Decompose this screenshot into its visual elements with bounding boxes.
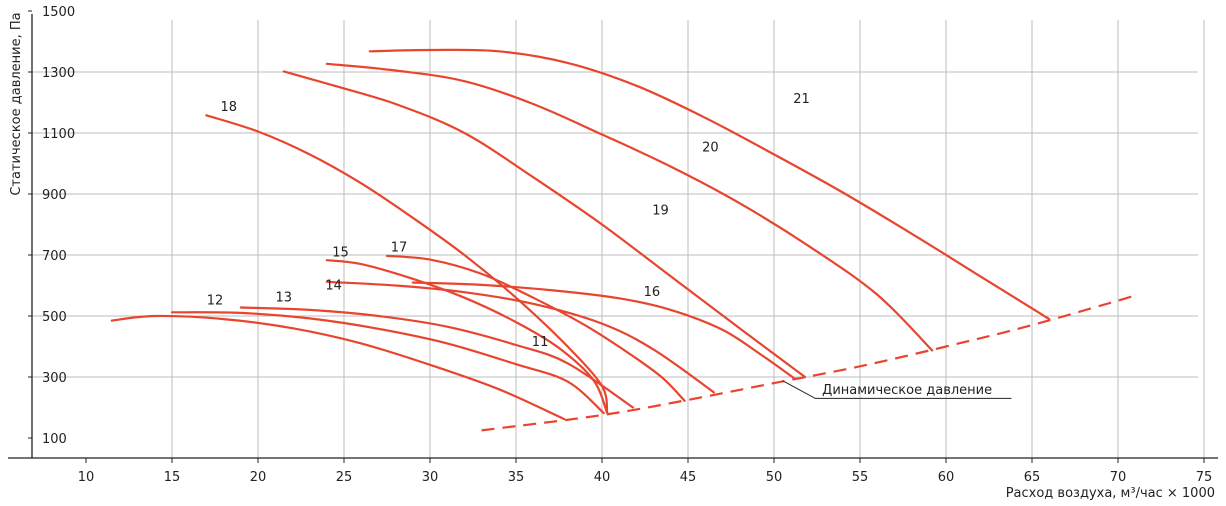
fan-curve-18 xyxy=(205,114,609,415)
y-tick-label: 900 xyxy=(42,188,67,203)
curve-label-17: 17 xyxy=(391,240,408,255)
x-tick-label: 35 xyxy=(508,470,525,485)
curve-label-14: 14 xyxy=(325,278,342,293)
x-tick-label: 40 xyxy=(594,470,611,485)
y-tick-label: 100 xyxy=(42,432,67,447)
x-tick-label: 75 xyxy=(1196,470,1213,485)
dynamic-pressure-label: Динамическое давление xyxy=(822,383,992,398)
x-tick-label: 50 xyxy=(766,470,783,485)
curve-label-18: 18 xyxy=(220,100,237,115)
y-tick-label: 700 xyxy=(42,249,67,264)
curve-label-13: 13 xyxy=(276,291,293,306)
y-tick-labels: 100 300 500 700 900 1100 1300 1500 xyxy=(28,5,75,447)
fan-curve-20 xyxy=(325,62,934,352)
x-tick-label: 70 xyxy=(1110,470,1127,485)
y-axis-title: Статическое давление, Па xyxy=(9,12,24,195)
x-tick-label: 20 xyxy=(250,470,267,485)
fan-curve-17 xyxy=(385,254,686,402)
dynamic-pressure-group: Динамическое давление xyxy=(481,293,1139,432)
y-tick-label: 1100 xyxy=(42,127,75,142)
horizontal-gridlines xyxy=(32,71,1198,378)
curve-label-16: 16 xyxy=(644,285,661,300)
x-tick-label: 60 xyxy=(938,470,955,485)
fan-curve-14 xyxy=(325,280,715,394)
x-tick-label: 25 xyxy=(336,470,353,485)
curve-label-12: 12 xyxy=(207,294,224,309)
fan-curve-13 xyxy=(239,306,635,409)
fan-curve-15 xyxy=(325,259,609,415)
fan-curve-19 xyxy=(282,70,807,379)
curve-label-15: 15 xyxy=(332,246,349,261)
x-tick-label: 65 xyxy=(1024,470,1041,485)
x-tick-label: 55 xyxy=(852,470,869,485)
dynamic-pressure-leader xyxy=(782,380,1012,399)
fan-curve-16 xyxy=(411,281,796,380)
axes xyxy=(8,14,1218,459)
x-tick-label: 10 xyxy=(78,470,95,485)
vertical-gridlines xyxy=(171,20,1205,458)
fan-curve-11 xyxy=(110,314,566,421)
curve-label-20: 20 xyxy=(702,140,719,155)
dynamic-pressure-line xyxy=(481,293,1139,432)
x-axis-title: Расход воздуха, м³/час × 1000 xyxy=(1006,486,1215,501)
x-tick-label: 15 xyxy=(164,470,181,485)
fan-curve-12 xyxy=(170,311,605,415)
curve-labels: 11 12 13 14 15 16 17 18 19 20 21 xyxy=(207,92,810,350)
curve-label-19: 19 xyxy=(652,204,669,219)
x-tick-labels: 10 15 20 25 30 35 40 45 50 55 60 65 70 75 xyxy=(78,458,1213,485)
y-tick-label: 1300 xyxy=(42,66,75,81)
y-tick-label: 500 xyxy=(42,310,67,325)
curve-label-11: 11 xyxy=(532,335,549,350)
y-tick-label: 300 xyxy=(42,371,67,386)
fan-curve-21 xyxy=(368,48,1051,321)
curve-label-21: 21 xyxy=(793,92,810,107)
x-tick-label: 45 xyxy=(680,470,697,485)
y-tick-label: 1500 xyxy=(42,5,75,20)
x-tick-label: 30 xyxy=(422,470,439,485)
fan-curves xyxy=(110,48,1051,421)
